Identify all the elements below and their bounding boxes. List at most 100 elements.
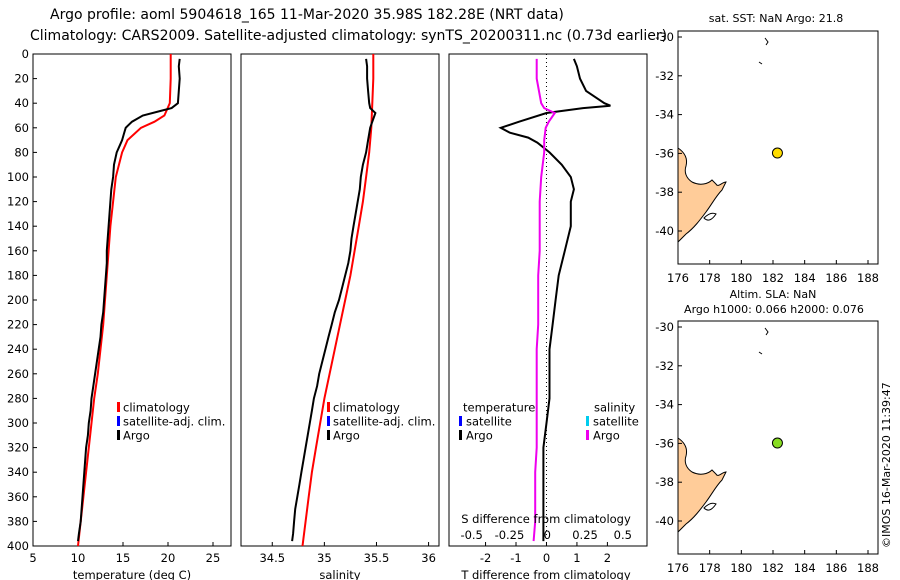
map-xtick-label: 182	[762, 271, 784, 285]
ytick-label: 80	[14, 145, 29, 159]
difference-top-axis-label: S difference from climatology	[461, 512, 631, 526]
map-xtick-label: 182	[762, 561, 784, 575]
legend-swatch-climatology	[327, 402, 330, 412]
map-ytick-label: -34	[655, 108, 674, 122]
legend-swatch-argo	[327, 430, 330, 440]
sla-map: Altim. SLA: NaN Argo h1000: 0.066 h2000:…	[655, 288, 879, 575]
sst-map-frame	[677, 30, 879, 265]
sla-map-frame	[677, 320, 879, 555]
ytick-label: 20	[14, 72, 29, 86]
sst-map-islet-1	[764, 37, 769, 46]
map-xtick-label: 178	[699, 271, 721, 285]
top-xtick-label: 0	[544, 528, 551, 542]
map-ytick-label: -38	[655, 185, 674, 199]
legend-swatch-argo-s	[586, 430, 589, 440]
map-xtick-label: 186	[825, 271, 847, 285]
legend-swatch-climatology	[117, 402, 120, 412]
xtick-label: 0	[543, 551, 550, 565]
legend-label-argo-s: Argo	[593, 429, 620, 443]
series-argo	[291, 58, 377, 542]
map-xtick-label: 188	[857, 271, 879, 285]
ytick-label: 0	[22, 47, 29, 61]
legend-title-salinity: salinity	[594, 401, 635, 415]
map-ytick-label: -40	[655, 514, 674, 528]
series-climatology	[301, 54, 375, 547]
sst-map: sat. SST: NaN Argo: 21.8 176 178 180 182 184…	[655, 12, 879, 285]
series-argo-t-difference	[498, 58, 611, 542]
difference-axes-frame	[448, 53, 648, 547]
difference-legend-temperature: temperature satellite Argo	[459, 401, 535, 443]
difference-xlabel: T difference from climatology	[460, 568, 631, 580]
map-ytick-label: -34	[655, 398, 674, 412]
ytick-label: 240	[7, 342, 29, 356]
map-xtick-label: 178	[699, 561, 721, 575]
top-xtick-label: 0.25	[572, 528, 598, 542]
salinity-axes-frame	[240, 53, 440, 547]
xtick-label: -2	[480, 551, 491, 565]
map-xtick-label: 186	[825, 561, 847, 575]
map-ytick-label: -40	[655, 224, 674, 238]
map-xtick-label: 180	[730, 271, 752, 285]
legend-label-climatology: climatology	[123, 401, 190, 415]
xtick-label: 10	[71, 551, 86, 565]
difference-panel: -2 -1 0 1 2 -0.5 -0.25 0 0.25 0.5 T difference f…	[448, 53, 648, 580]
xtick-label: 20	[161, 551, 176, 565]
top-xtick-label: -0.25	[495, 528, 525, 542]
legend-swatch-satellite	[327, 416, 330, 426]
map-ytick-label: -32	[655, 69, 674, 83]
footer-credit: ©IMOS 16-Mar-2020 11:39:47	[880, 382, 893, 548]
temperature-axes-frame	[32, 53, 232, 547]
series-argo-s-difference	[532, 58, 557, 542]
sla-map-island	[703, 502, 717, 511]
legend-swatch-satellite-s	[586, 416, 589, 426]
legend-label-argo: Argo	[333, 429, 360, 443]
ytick-label: 220	[7, 318, 29, 332]
sst-map-title: sat. SST: NaN Argo: 21.8	[709, 12, 843, 25]
map-ytick-label: -36	[655, 146, 674, 160]
ytick-label: 140	[7, 219, 29, 233]
map-xtick-label: 180	[730, 561, 752, 575]
ytick-label: 180	[7, 268, 29, 282]
ytick-label: 120	[7, 195, 29, 209]
title-line-1: Argo profile: aoml 5904618_165 11-Mar-20…	[50, 7, 564, 23]
salinity-panel: 34.5 35 35.5 36 salinity climatology satell…	[240, 53, 440, 580]
map-ytick-label: -32	[655, 359, 674, 373]
temperature-xlabel: temperature (deg C)	[73, 568, 191, 580]
sst-map-island	[703, 212, 717, 221]
map-xtick-label: 184	[794, 271, 816, 285]
legend-label-satellite-s: satellite	[593, 415, 639, 429]
legend-label-satellite: satellite-adj. clim.	[123, 415, 225, 429]
map-xtick-label: 188	[857, 561, 879, 575]
sla-map-land	[677, 437, 727, 534]
sla-map-islet-2	[758, 351, 763, 355]
salinity-legend: climatology satellite-adj. clim. Argo	[327, 401, 435, 443]
ytick-label: 100	[7, 170, 29, 184]
legend-title-temperature: temperature	[463, 401, 535, 415]
temperature-legend: climatology satellite-adj. clim. Argo	[117, 401, 225, 443]
legend-swatch-satellite-t	[459, 416, 462, 426]
xtick-label: 35.5	[364, 551, 390, 565]
xtick-label: 5	[29, 551, 36, 565]
ytick-label: 280	[7, 391, 29, 405]
xtick-label: 36	[421, 551, 436, 565]
map-xtick-label: 176	[667, 271, 689, 285]
ytick-label: 300	[7, 416, 29, 430]
sst-map-land	[677, 147, 727, 244]
legend-label-argo: Argo	[123, 429, 150, 443]
map-ytick-label: -38	[655, 475, 674, 489]
legend-label-satellite-t: satellite	[466, 415, 512, 429]
xtick-label: -1	[510, 551, 521, 565]
xtick-label: 35	[317, 551, 332, 565]
legend-label-climatology: climatology	[333, 401, 400, 415]
series-climatology	[77, 54, 172, 547]
ytick-label: 40	[14, 96, 29, 110]
map-ytick-label: -30	[655, 320, 674, 334]
ytick-label: 320	[7, 441, 29, 455]
xtick-label: 34.5	[259, 551, 285, 565]
ytick-label: 160	[7, 244, 29, 258]
map-ytick-label: -36	[655, 436, 674, 450]
ytick-label: 380	[7, 514, 29, 528]
legend-swatch-argo	[117, 430, 120, 440]
xtick-label: 15	[116, 551, 131, 565]
series-argo	[77, 58, 181, 542]
